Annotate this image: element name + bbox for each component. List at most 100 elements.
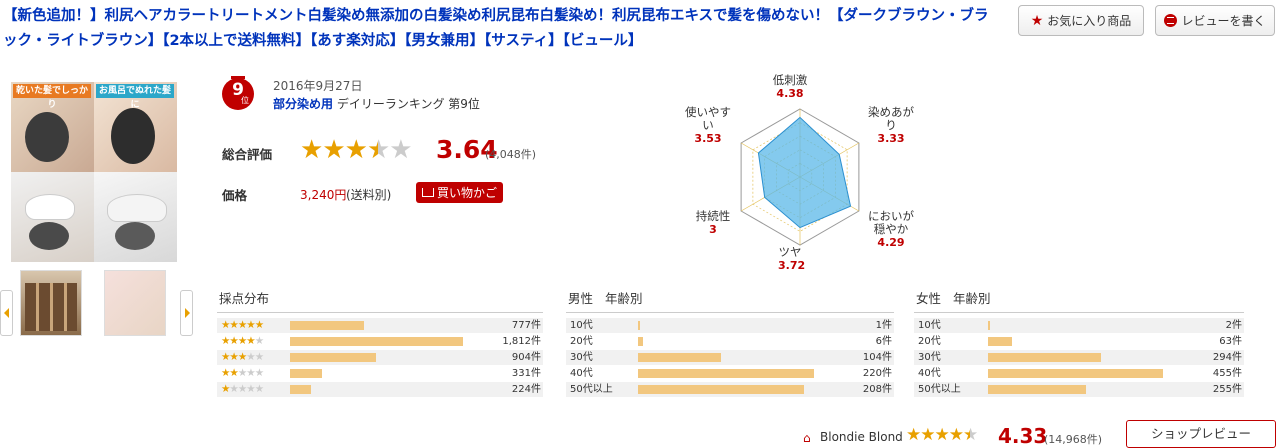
star-icon: ★ [254, 383, 264, 395]
distribution-bar [638, 321, 640, 330]
row-stars: ★★★★★ [221, 382, 264, 397]
distribution-row: ★★★★★ 331件 [217, 366, 543, 381]
product-main-image[interactable]: 乾いた髪でしっかり お風呂でぬれた髪に [11, 82, 177, 262]
hair-graphic [29, 222, 69, 250]
distribution-count: 208件 [862, 384, 892, 395]
distribution-count: 294件 [1212, 352, 1242, 363]
hair-graphic [25, 112, 69, 162]
age-label: 20代 [570, 336, 593, 347]
star-icon: ★ [300, 135, 323, 165]
radar-label-3: ツヤ 3.72 [778, 245, 806, 273]
star-icon: ★ [948, 425, 964, 445]
age-label: 50代以上 [918, 384, 961, 395]
age-label: 10代 [570, 320, 593, 331]
age-label: 30代 [918, 352, 941, 363]
star-icon: ★ [237, 383, 247, 395]
star-icon: ★ [237, 351, 247, 363]
price-value: 3,240円 [300, 188, 347, 202]
row-stars: ★★★★★ [221, 350, 264, 365]
star-icon: ★ [254, 351, 264, 363]
shop-rating-score: 4.33 [998, 424, 1048, 448]
rank-line: 部分染め用 デイリーランキング 第9位 [273, 95, 480, 112]
age-label: 30代 [570, 352, 593, 363]
radar-label-4: 持続性 3 [695, 209, 731, 237]
rank-date: 2016年9月27日 [273, 79, 363, 93]
shower-cap-graphic [25, 194, 75, 220]
overall-rating-label: 総合評価 [222, 147, 273, 162]
star-icon: ★ [237, 335, 247, 347]
age-label: 40代 [918, 368, 941, 379]
row-stars: ★★★★★ [221, 318, 264, 333]
favorite-button[interactable]: ★ お気に入り商品 [1018, 5, 1144, 36]
price-label: 価格 [222, 188, 248, 203]
distribution-count: 1件 [875, 320, 892, 331]
thumbnail-next-button[interactable] [180, 290, 193, 336]
product-title[interactable]: 【新色追加！】利尻ヘアカラートリートメント白髪染め無添加の白髪染め利尻昆布白髪染… [3, 8, 989, 49]
distribution-row: 20代 6件 [566, 334, 894, 349]
shop-rating-count[interactable]: (14,968件) [1044, 433, 1103, 446]
female-distribution-title: 女性 年齢別 [914, 289, 1244, 313]
shop-name-link[interactable]: Blondie Blond [820, 430, 903, 444]
radar-label-2: においが 穏やか 4.29 [868, 209, 914, 250]
thumbnail-image[interactable] [20, 270, 82, 336]
write-review-button[interactable]: レビューを書く [1155, 5, 1275, 36]
rank-category-link[interactable]: 部分染め用 [273, 97, 334, 111]
distribution-bar [290, 321, 364, 330]
hair-graphic [115, 222, 155, 250]
distribution-row: ★★★★★ 1,812件 [217, 334, 543, 349]
star-icon: ★ [254, 367, 264, 379]
star-icon: ★ [344, 135, 368, 165]
star-icon: ★ [221, 351, 230, 363]
distribution-bar [290, 337, 463, 346]
shower-cap-graphic [107, 194, 167, 222]
star-icon: ★ [229, 383, 238, 395]
star-icon: ★ [229, 351, 238, 363]
shop-review-button[interactable]: ショップレビュー [1126, 420, 1276, 448]
distribution-row: 30代 104件 [566, 350, 894, 365]
score-distribution: 採点分布 ★★★★★ 777件 ★★★★★ 1,812件 ★★★★★ 904件 ★★★★★ 3… [217, 289, 543, 401]
star-icon: ★ [246, 351, 255, 363]
star-icon: ★ [389, 135, 412, 165]
star-icon: ★ [906, 425, 921, 445]
rank-number: 9 [232, 80, 244, 100]
thumbnail-prev-button[interactable] [0, 290, 13, 336]
thumbnail-image[interactable] [104, 270, 166, 336]
distribution-count: 904件 [511, 352, 541, 363]
distribution-count: 331件 [511, 368, 541, 379]
distribution-row: ★★★★★ 777件 [217, 318, 543, 333]
distribution-bar [290, 369, 322, 378]
radar-label-1: 染めあがり 3.33 [868, 105, 914, 146]
age-label: 50代以上 [570, 384, 613, 395]
cart-icon [421, 188, 434, 197]
distribution-bar [988, 353, 1101, 362]
distribution-count: 63件 [1219, 336, 1242, 347]
distribution-bar [638, 353, 721, 362]
radar-data-area [757, 116, 852, 229]
star-icon: ★ [229, 367, 238, 379]
rank-text: デイリーランキング 第9位 [336, 97, 480, 111]
distribution-count: 6件 [875, 336, 892, 347]
row-stars: ★★★★★ [221, 334, 264, 349]
star-icon: ★ [221, 383, 230, 395]
star-icon: ★ [254, 319, 264, 331]
radar-label-5: 使いやすい 3.53 [685, 105, 731, 146]
star-icon: ★ [246, 319, 255, 331]
distribution-row: ★★★★★ 224件 [217, 382, 543, 397]
distribution-row: 50代以上 208件 [566, 382, 894, 397]
distribution-bar [988, 337, 1012, 346]
age-label: 20代 [918, 336, 941, 347]
female-age-distribution: 女性 年齢別 10代 2件 20代 63件 30代 294件 40代 455件 50代以上 255件 [914, 289, 1244, 401]
radar-svg [740, 108, 860, 246]
add-to-cart-button[interactable]: 買い物かご [416, 182, 503, 203]
crown-icon [231, 73, 245, 79]
distribution-row: 20代 63件 [914, 334, 1244, 349]
distribution-bar [988, 385, 1086, 394]
star-icon: ★ [221, 335, 230, 347]
write-review-button-label: レビューを書く [1181, 14, 1266, 28]
rating-count[interactable]: (4,048件) [485, 148, 537, 161]
distribution-bar [638, 369, 814, 378]
review-icon [1164, 14, 1178, 27]
rating-stars: ★★★★★ [300, 135, 413, 165]
distribution-count: 255件 [1212, 384, 1242, 395]
star-icon: ★ [920, 425, 935, 445]
